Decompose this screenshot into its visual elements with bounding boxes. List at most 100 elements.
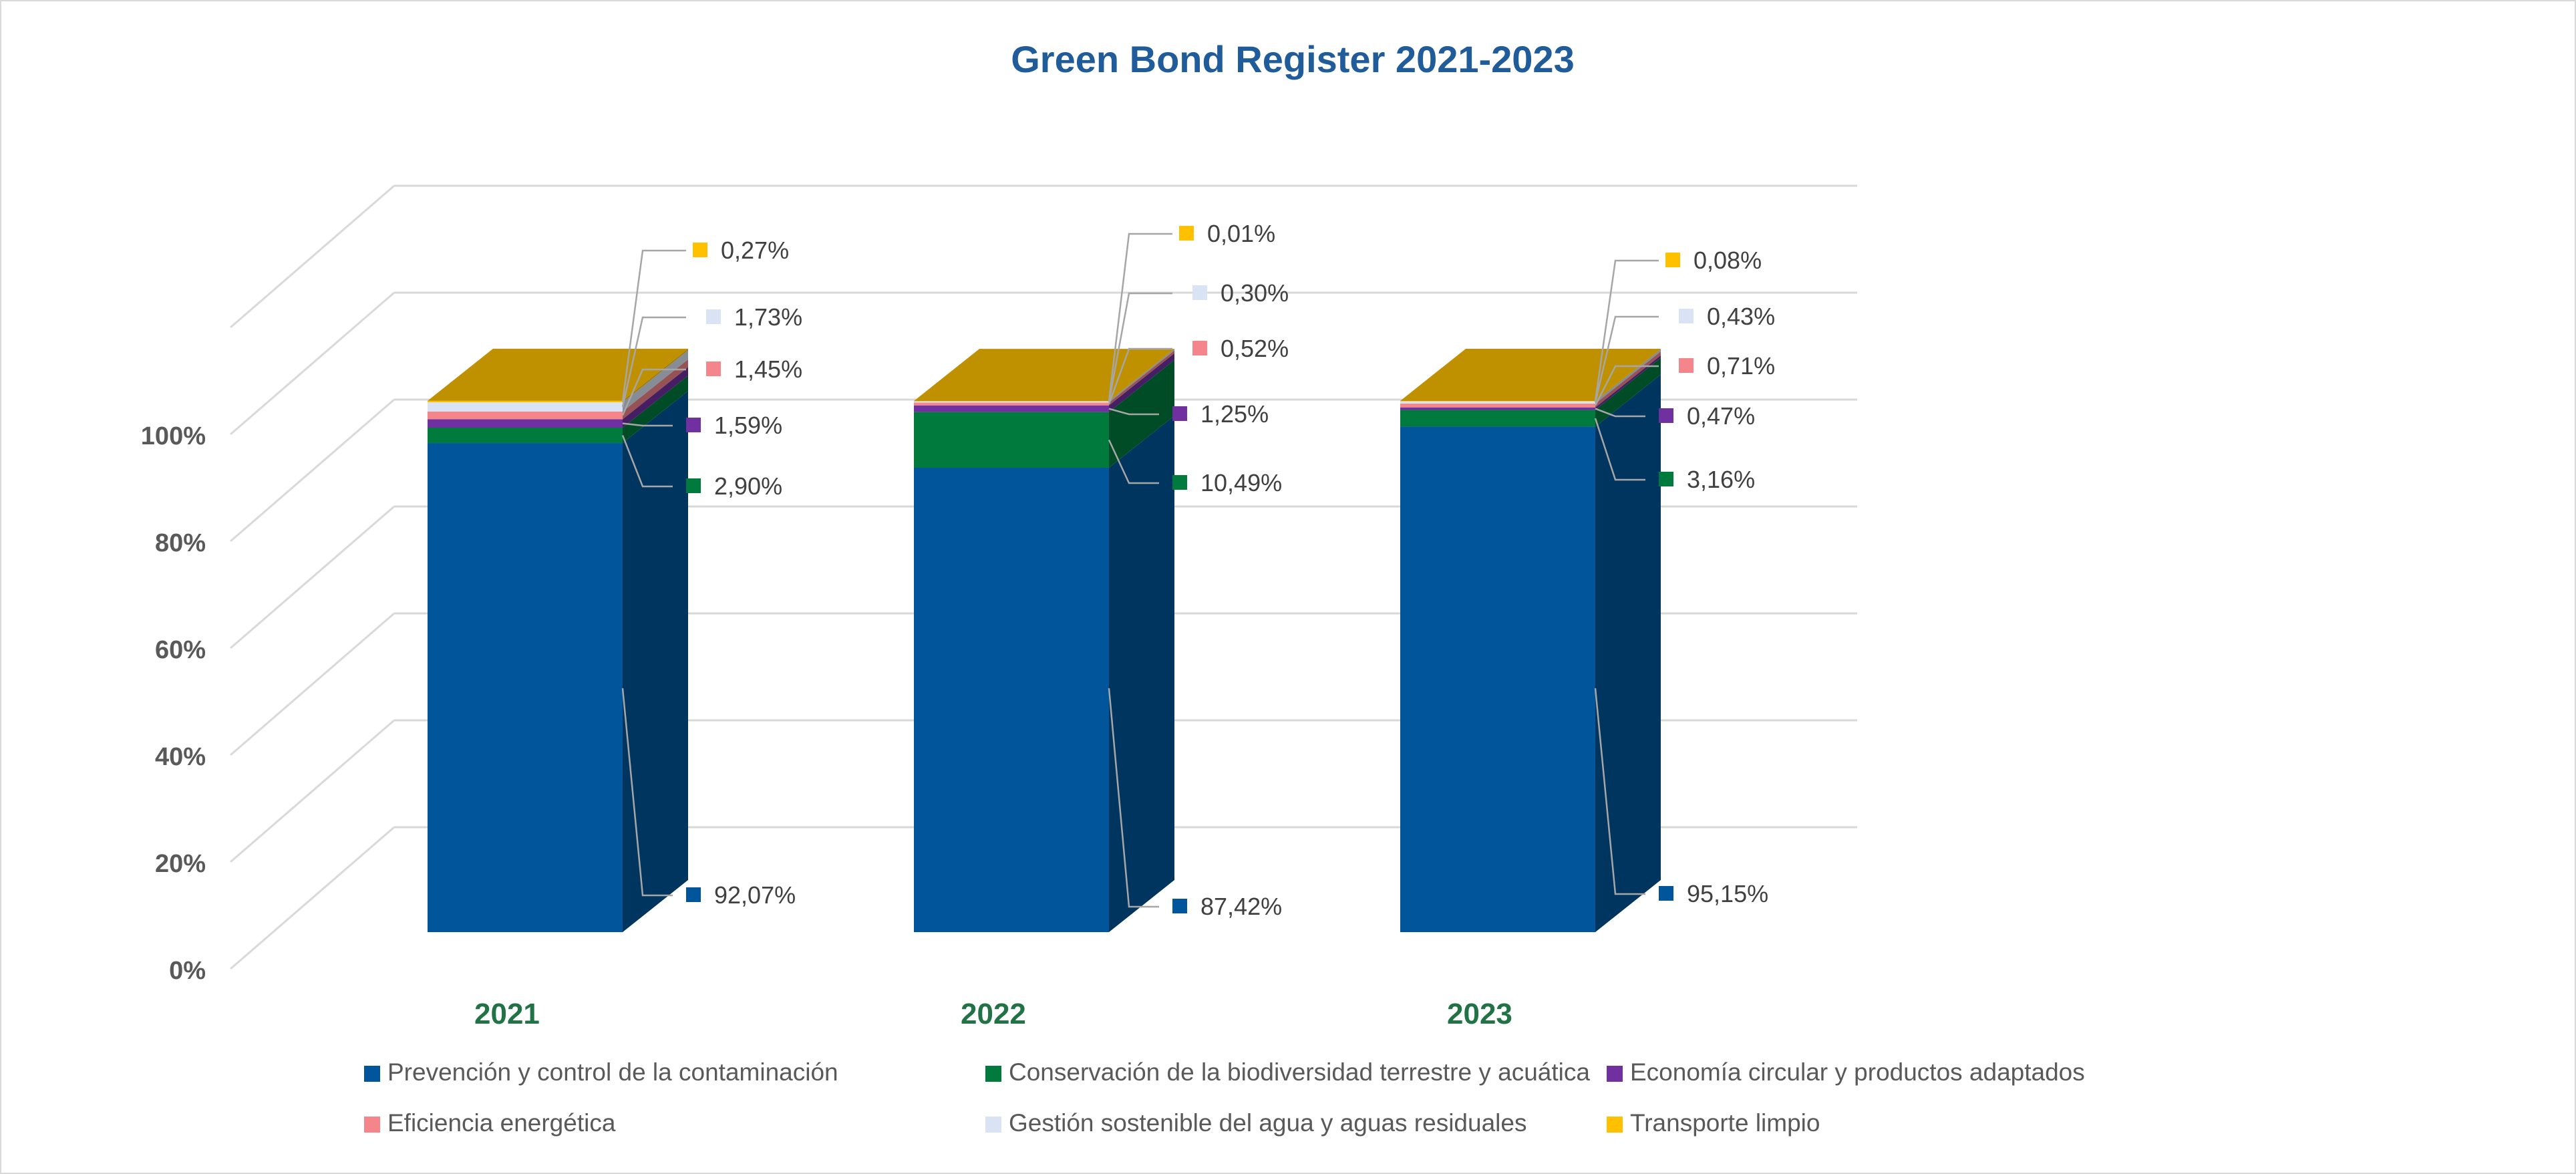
bar-segment-side (1595, 357, 1661, 427)
gridline-diagonal (230, 719, 395, 863)
leader-line (1108, 408, 1159, 416)
y-tick-label: 0% (169, 957, 206, 985)
data-label-key (693, 243, 707, 257)
bar-segment-side (1595, 374, 1661, 932)
data-label-key (1192, 341, 1207, 355)
bar-segment (1400, 401, 1595, 404)
bar-segment-side (623, 350, 688, 412)
data-label-key (706, 361, 721, 376)
y-tick-label: 40% (155, 743, 206, 771)
x-axis: 2021 2022 2023 (474, 998, 1512, 1030)
bar-segment-side (1109, 350, 1174, 406)
bar-top-face (1400, 349, 1661, 401)
legend-key (1607, 1066, 1623, 1082)
data-label-key (1179, 226, 1194, 241)
bar-segment (1400, 407, 1595, 410)
bar-segment (914, 405, 1109, 412)
chart-title: Green Bond Register 2021-2023 (1011, 38, 1574, 80)
data-label: 2,90% (714, 472, 782, 500)
leader-line (1594, 365, 1659, 406)
leader-line (1595, 408, 1645, 418)
data-label-key (706, 309, 721, 324)
data-label-key (1172, 406, 1187, 421)
gridline-diagonal (230, 398, 395, 543)
data-label-key (1172, 899, 1187, 913)
leader-line (621, 316, 686, 408)
data-label: 3,16% (1687, 466, 1755, 493)
bar-segment (914, 412, 1109, 468)
bar-segment (1400, 404, 1595, 408)
gridline-diagonal (230, 826, 395, 970)
leader-line (1594, 688, 1645, 895)
data-label: 0,08% (1694, 247, 1762, 274)
data-label-key (1659, 886, 1673, 901)
data-label: 0,30% (1221, 279, 1289, 307)
data-label: 0,43% (1707, 303, 1775, 330)
data-label: 95,15% (1687, 880, 1768, 907)
leader-line (1594, 315, 1659, 403)
data-label: 0,47% (1687, 402, 1755, 430)
leader-line (1108, 233, 1172, 402)
legend-label: Prevención y control de la contaminación (387, 1058, 838, 1086)
bar-segment (1400, 401, 1595, 402)
data-label-key (1679, 358, 1694, 373)
y-tick-label: 60% (155, 636, 206, 664)
data-label: 87,42% (1200, 893, 1282, 920)
bar-segment (428, 402, 623, 412)
data-label: 1,59% (714, 412, 782, 439)
legend-key (364, 1117, 380, 1133)
leader-line (621, 688, 673, 897)
leader-line (621, 368, 686, 416)
legend-label: Conservación de la biodiversidad terrest… (1009, 1058, 1590, 1086)
bar-top-face (428, 348, 688, 401)
legend-label: Gestión sostenible del agua y aguas resi… (1009, 1109, 1526, 1137)
bar-top-face (914, 349, 1174, 402)
legend-label: Economía circular y productos adaptados (1630, 1058, 2085, 1086)
data-label-key (1172, 475, 1187, 490)
legend-key (1607, 1117, 1623, 1133)
data-label-key (1665, 253, 1680, 267)
bar-segment-side (623, 375, 688, 444)
bar-segment (914, 468, 1109, 932)
leader-line (1594, 259, 1659, 402)
data-label: 0,71% (1707, 352, 1775, 380)
legend-label: Eficiencia energética (387, 1109, 616, 1137)
bar-segment (428, 419, 623, 428)
data-labels: 92,07% 2,90% 1,59% 1,45% 1,73% 0,27% 87,42% 10,… (621, 220, 1775, 920)
bar-segment (914, 401, 1109, 402)
gridline-diagonal (230, 291, 395, 436)
bar-segment-side (1595, 349, 1661, 404)
bar-segment-side (1595, 355, 1661, 410)
bar-segment-side (1109, 349, 1174, 402)
bar-segment-side (1109, 353, 1174, 412)
gridline-diagonal (230, 184, 395, 329)
bar-segment-side (1595, 349, 1661, 402)
leader-line (621, 249, 686, 402)
leader-line (1108, 439, 1159, 484)
data-label: 0,27% (721, 237, 789, 264)
bar-segment-side (623, 367, 688, 428)
data-label-key (1192, 285, 1207, 300)
data-label-key (686, 478, 701, 493)
bar-segment (1400, 410, 1595, 427)
bar-segment (428, 443, 623, 932)
legend-key (985, 1117, 1001, 1133)
bar-segment (914, 402, 1109, 406)
bar-segment-side (623, 359, 688, 420)
leader-line (621, 435, 673, 488)
bar-segment (914, 401, 1109, 403)
data-label-key (1659, 472, 1673, 486)
bar-segment-side (623, 348, 688, 403)
data-label-key (1679, 309, 1694, 323)
bar-segment (428, 411, 623, 420)
gridline-diagonal (230, 505, 395, 649)
legend-key (364, 1066, 380, 1082)
data-label: 10,49% (1200, 469, 1282, 496)
bar-segment (428, 427, 623, 444)
data-label: 1,73% (734, 303, 802, 331)
x-category-label: 2023 (1447, 998, 1512, 1030)
legend-key (985, 1066, 1001, 1082)
bar-segment-side (1109, 349, 1174, 403)
y-tick-label: 20% (155, 850, 206, 878)
